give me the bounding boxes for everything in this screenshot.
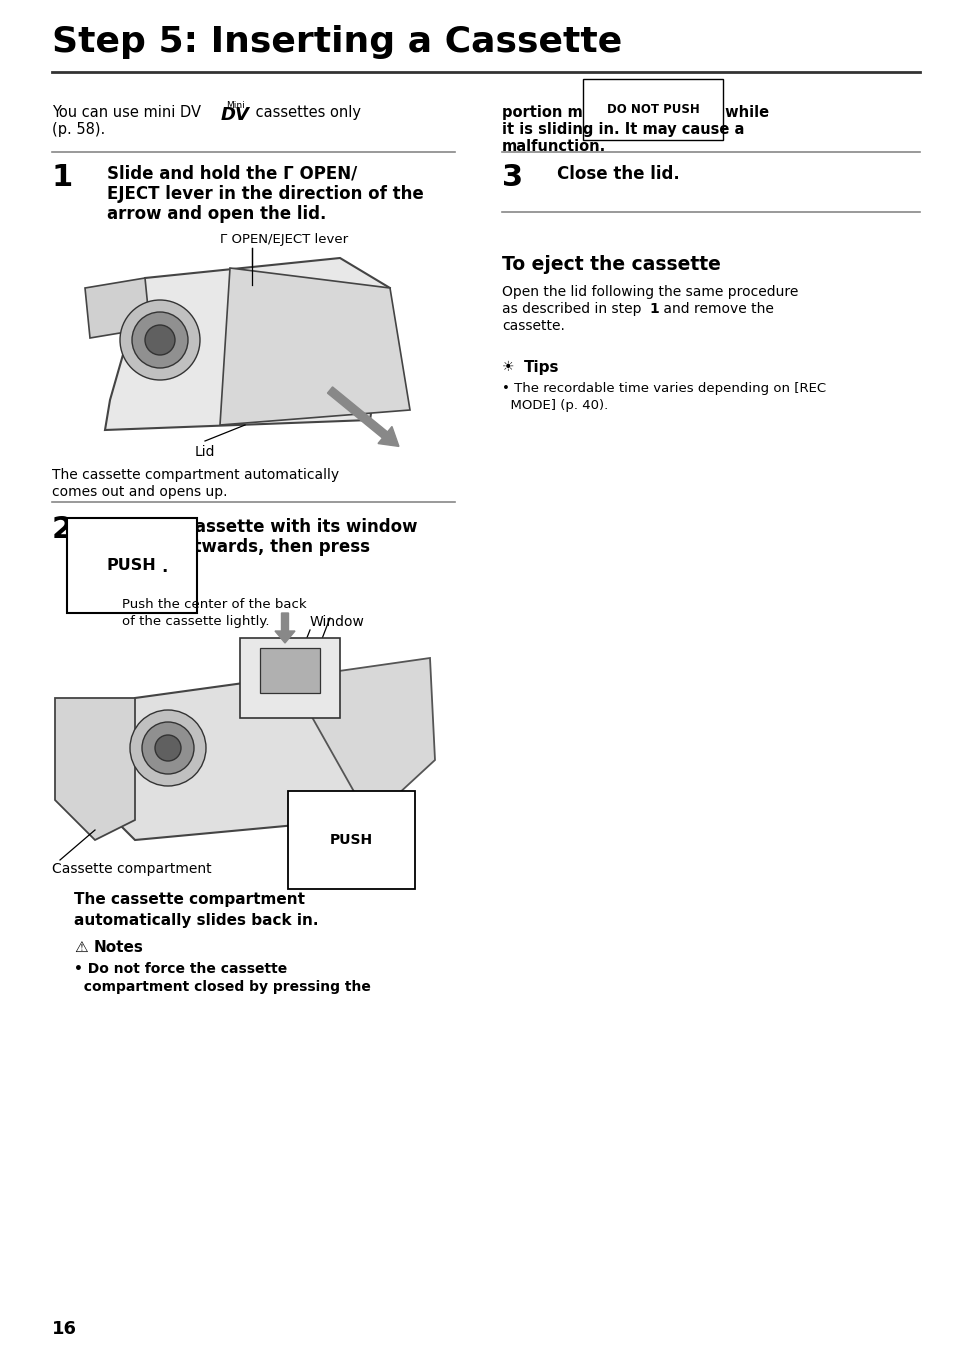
Text: as described in step: as described in step — [501, 303, 645, 316]
Text: ⚠: ⚠ — [74, 940, 88, 955]
Text: Tips: Tips — [523, 360, 558, 375]
Text: DV: DV — [221, 106, 250, 123]
Text: while: while — [720, 104, 768, 119]
Circle shape — [154, 735, 181, 761]
Text: Insert a cassette with its window: Insert a cassette with its window — [107, 518, 417, 536]
Polygon shape — [260, 649, 319, 693]
Text: of the cassette lightly.: of the cassette lightly. — [122, 615, 269, 628]
Text: PUSH: PUSH — [330, 833, 373, 847]
Text: arrow and open the lid.: arrow and open the lid. — [107, 205, 326, 223]
Text: 2: 2 — [52, 516, 73, 544]
Text: 3: 3 — [501, 163, 522, 191]
Text: Notes: Notes — [94, 940, 144, 955]
Text: • The recordable time varies depending on [REC: • The recordable time varies depending o… — [501, 383, 825, 395]
Text: Close the lid.: Close the lid. — [557, 166, 679, 183]
Circle shape — [130, 710, 206, 786]
Text: MODE] (p. 40).: MODE] (p. 40). — [501, 399, 608, 413]
Text: .: . — [161, 558, 167, 575]
FancyArrow shape — [274, 613, 294, 643]
Polygon shape — [85, 278, 150, 338]
Text: EJECT lever in the direction of the: EJECT lever in the direction of the — [107, 185, 423, 204]
Text: Open the lid following the same procedure: Open the lid following the same procedur… — [501, 285, 798, 299]
Text: (p. 58).: (p. 58). — [52, 122, 105, 137]
Text: it is sliding in. It may cause a: it is sliding in. It may cause a — [501, 122, 743, 137]
Polygon shape — [220, 267, 410, 425]
Text: cassette.: cassette. — [501, 319, 564, 332]
Polygon shape — [95, 678, 370, 840]
Text: The cassette compartment automatically: The cassette compartment automatically — [52, 468, 338, 482]
Text: 1: 1 — [52, 163, 73, 191]
Text: 16: 16 — [52, 1320, 77, 1338]
Text: Slide and hold the Γ OPEN/: Slide and hold the Γ OPEN/ — [107, 166, 356, 183]
Text: PUSH: PUSH — [107, 558, 156, 573]
Polygon shape — [240, 638, 339, 718]
Text: Window: Window — [310, 615, 364, 630]
Circle shape — [120, 300, 200, 380]
Text: Lid: Lid — [194, 445, 215, 459]
Circle shape — [142, 722, 193, 773]
Text: Γ OPEN/EJECT lever: Γ OPEN/EJECT lever — [220, 233, 348, 246]
Text: portion marked: portion marked — [501, 104, 634, 119]
Polygon shape — [290, 658, 435, 820]
Text: Mini: Mini — [226, 100, 245, 110]
Text: automatically slides back in.: automatically slides back in. — [74, 913, 318, 928]
Text: DO NOT PUSH: DO NOT PUSH — [606, 103, 699, 115]
Text: and remove the: and remove the — [659, 303, 773, 316]
Text: compartment closed by pressing the: compartment closed by pressing the — [74, 980, 371, 993]
Text: To eject the cassette: To eject the cassette — [501, 255, 720, 274]
Text: • Do not force the cassette: • Do not force the cassette — [74, 962, 287, 976]
Text: cassettes only: cassettes only — [251, 104, 360, 119]
Text: Step 5: Inserting a Cassette: Step 5: Inserting a Cassette — [52, 24, 621, 58]
Text: Cassette compartment: Cassette compartment — [52, 862, 212, 877]
FancyArrow shape — [327, 387, 398, 446]
Polygon shape — [105, 258, 390, 430]
Text: You can use mini DV: You can use mini DV — [52, 104, 206, 119]
Text: The cassette compartment: The cassette compartment — [74, 892, 305, 906]
Text: ☀: ☀ — [501, 360, 514, 375]
Circle shape — [145, 324, 174, 356]
Text: 1: 1 — [648, 303, 659, 316]
Text: comes out and opens up.: comes out and opens up. — [52, 484, 227, 499]
Polygon shape — [55, 697, 135, 840]
Text: Push the center of the back: Push the center of the back — [122, 598, 306, 611]
Circle shape — [132, 312, 188, 368]
Text: malfunction.: malfunction. — [501, 138, 605, 153]
Text: facing outwards, then press: facing outwards, then press — [107, 537, 370, 556]
